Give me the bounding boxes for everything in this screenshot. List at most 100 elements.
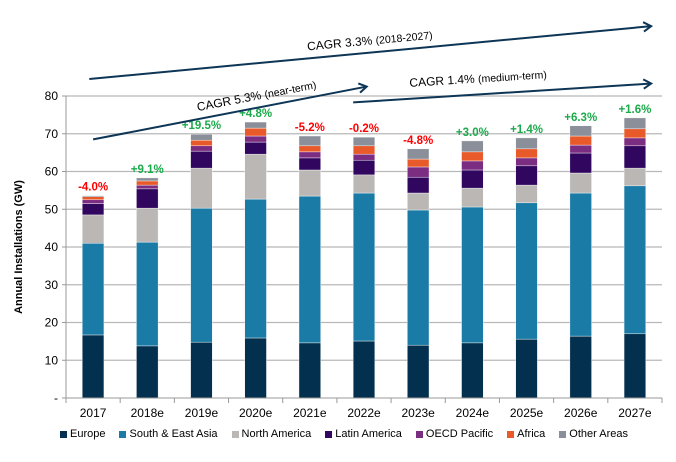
bar-segment-africa — [244, 127, 267, 137]
growth-labels: -4.0% +9.1% +19.5% +4.8% -5.2% -0.2% -4.8% +3.0… — [78, 104, 651, 194]
legend-item: South & East Asia — [119, 428, 218, 440]
bar-segment-other-areas — [82, 195, 105, 197]
bar-segment-africa — [298, 145, 321, 153]
bar-segment-europe — [136, 345, 159, 399]
bar-segment-oecd-pacific — [569, 144, 592, 154]
bar-segment-oecd-pacific — [352, 153, 376, 161]
growth-label: +1.4% — [510, 124, 543, 136]
arrow-head-icon — [357, 82, 369, 94]
legend-label: Other Areas — [569, 428, 628, 440]
y-tick-label: 20 — [45, 316, 59, 330]
growth-label: +9.1% — [131, 164, 164, 176]
x-tick-label: 2017 — [80, 406, 107, 420]
bar-segment-north-america — [244, 153, 267, 200]
growth-label: +1.6% — [618, 104, 651, 116]
bar-segment-other-areas — [461, 140, 484, 153]
legend-swatch — [325, 430, 333, 438]
x-tick-label: 2023e — [401, 406, 435, 420]
x-tick-label: 2019e — [185, 406, 219, 420]
bar-segment-oecd-pacific — [623, 137, 646, 147]
legend-item: Europe — [60, 428, 105, 440]
bar-segment-south-east-asia — [461, 206, 484, 344]
bar-segment-africa — [461, 151, 484, 162]
bar-segment-latin-america — [352, 159, 376, 176]
bar-segment-other-areas — [407, 148, 430, 160]
y-tick-label: 40 — [45, 240, 59, 254]
legend-swatch — [415, 430, 423, 438]
x-axis: 2017 2018e 2019e 2020e 2021e 2022e 2023e 2024e 2… — [65, 397, 663, 420]
bar-stack — [298, 135, 321, 399]
annotation-cagr-near-term: CAGR 5.3% (near-term) — [92, 79, 369, 141]
bar-segment-other-areas — [515, 137, 538, 150]
legend-label: Africa — [517, 428, 546, 440]
y-tick-label: 10 — [45, 353, 59, 367]
legend-swatch — [60, 430, 67, 438]
legend-label: Europe — [70, 428, 106, 440]
bar-segment-latin-america — [407, 176, 430, 194]
bar-stack — [569, 125, 592, 399]
growth-label: -4.8% — [403, 135, 433, 147]
legend-swatch — [507, 430, 515, 438]
growth-label: +6.3% — [564, 112, 597, 124]
bar-segment-other-areas — [190, 133, 213, 141]
bar-stack — [190, 133, 213, 399]
bar-stack — [136, 177, 159, 399]
bar-segment-africa — [407, 158, 430, 168]
bar-segment-oecd-pacific — [190, 145, 213, 152]
bar-segment-oecd-pacific — [136, 184, 159, 190]
legend-item: Africa — [507, 428, 545, 440]
legend-label: OECD Pacific — [425, 428, 494, 440]
bar-segment-oecd-pacific — [407, 166, 430, 178]
bar-segment-south-east-asia — [136, 241, 159, 347]
bar-segment-north-america — [190, 167, 213, 209]
bar-stack — [623, 117, 646, 399]
bar-segment-oecd-pacific — [244, 135, 267, 143]
growth-label: +3.0% — [456, 127, 489, 139]
legend: Europe South & East Asia North America Lati… — [60, 428, 628, 440]
bar-segment-africa — [82, 196, 105, 201]
bar-segment-latin-america — [244, 141, 267, 155]
bar-segment-oecd-pacific — [298, 151, 321, 159]
growth-label: -4.0% — [78, 182, 108, 194]
annotation-label: CAGR 3.3% (2018-2027) — [307, 28, 434, 54]
bar-segment-europe — [190, 341, 213, 399]
bar-stack — [82, 195, 105, 399]
arrow-line — [353, 82, 652, 104]
legend-label: North America — [241, 428, 312, 440]
legend-item: North America — [231, 428, 312, 440]
bar-segment-latin-america — [136, 188, 159, 209]
bar-stack — [244, 121, 267, 399]
y-tick-label: 50 — [45, 202, 59, 216]
bar-segment-latin-america — [190, 150, 213, 169]
bar-segment-latin-america — [623, 145, 646, 169]
y-tick-label: 60 — [45, 165, 59, 179]
bar-segment-africa — [623, 128, 646, 139]
y-tick-label: 70 — [45, 127, 59, 141]
y-axis-title: Annual Installations (GW) — [13, 180, 25, 314]
bar-segment-europe — [298, 342, 321, 399]
bar-segment-oecd-pacific — [461, 160, 484, 171]
bar-segment-north-america — [352, 174, 376, 194]
x-tick-label: 2024e — [456, 406, 490, 420]
y-tick-label: 80 — [45, 89, 59, 103]
bar-segment-europe — [569, 335, 592, 399]
bar-segment-europe — [244, 337, 267, 399]
bar-segment-north-america — [82, 214, 105, 244]
bar-segment-other-areas — [136, 177, 159, 182]
bar-segment-other-areas — [569, 125, 592, 137]
x-tick-label: 2027e — [618, 406, 652, 420]
bar-stack — [352, 136, 376, 399]
bar-stack — [407, 148, 430, 399]
x-tick-label: 2025e — [510, 406, 544, 420]
growth-label: -0.2% — [349, 123, 379, 135]
bar-segment-europe — [82, 334, 105, 399]
bar-segment-south-east-asia — [623, 185, 646, 335]
bar-segment-oecd-pacific — [515, 157, 538, 167]
bar-segment-other-areas — [623, 117, 646, 130]
bar-segment-north-america — [515, 184, 538, 204]
x-tick-label: 2018e — [131, 406, 165, 420]
x-tick-label: 2020e — [239, 406, 273, 420]
bar-segment-other-areas — [298, 135, 321, 147]
bar-stack — [515, 137, 538, 399]
legend-swatch — [231, 430, 239, 438]
